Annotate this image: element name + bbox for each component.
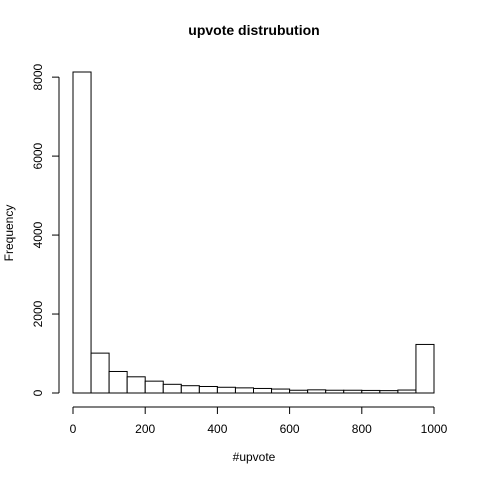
x-tick-label: 400 xyxy=(207,422,227,436)
x-tick-label: 600 xyxy=(280,422,300,436)
y-tick-label: 6000 xyxy=(31,142,45,169)
histogram-bar xyxy=(234,387,254,394)
y-tick-label: 0 xyxy=(31,389,45,396)
histogram-bar xyxy=(379,390,399,394)
x-tick-label: 0 xyxy=(70,422,77,436)
x-axis-label: #upvote xyxy=(233,450,276,464)
chart-title: upvote distrubution xyxy=(188,22,319,38)
x-tick-label: 200 xyxy=(135,422,155,436)
y-tick-label: 4000 xyxy=(31,221,45,248)
y-tick-label: 2000 xyxy=(31,300,45,327)
histogram-bar xyxy=(90,352,110,394)
x-axis: 0 200 400 600 800 1000 xyxy=(70,406,448,436)
histogram-bar xyxy=(108,370,128,394)
histogram-bar xyxy=(325,389,345,394)
histogram-bar xyxy=(144,380,164,394)
histogram-bar xyxy=(216,386,236,394)
histogram-bar xyxy=(198,385,218,394)
histogram-bar xyxy=(271,388,291,394)
y-tick-label: 8000 xyxy=(31,63,45,90)
histogram-bar xyxy=(72,71,92,394)
histogram-bar xyxy=(253,387,273,394)
y-axis-label: Frequency xyxy=(2,205,16,262)
histogram-bar xyxy=(307,389,327,394)
histogram-bar xyxy=(343,389,363,394)
x-tick-label: 800 xyxy=(352,422,372,436)
y-axis: 0 2000 4000 6000 8000 xyxy=(31,63,60,396)
histogram-bar xyxy=(126,376,146,394)
x-tick-label: 1000 xyxy=(421,422,448,436)
histogram-bar xyxy=(180,385,200,394)
bars-group xyxy=(72,71,435,394)
histogram-bar xyxy=(361,389,381,394)
histogram-bar xyxy=(289,389,309,394)
histogram-bar xyxy=(162,383,182,394)
histogram-bar xyxy=(397,389,417,394)
histogram-bar xyxy=(415,343,435,394)
